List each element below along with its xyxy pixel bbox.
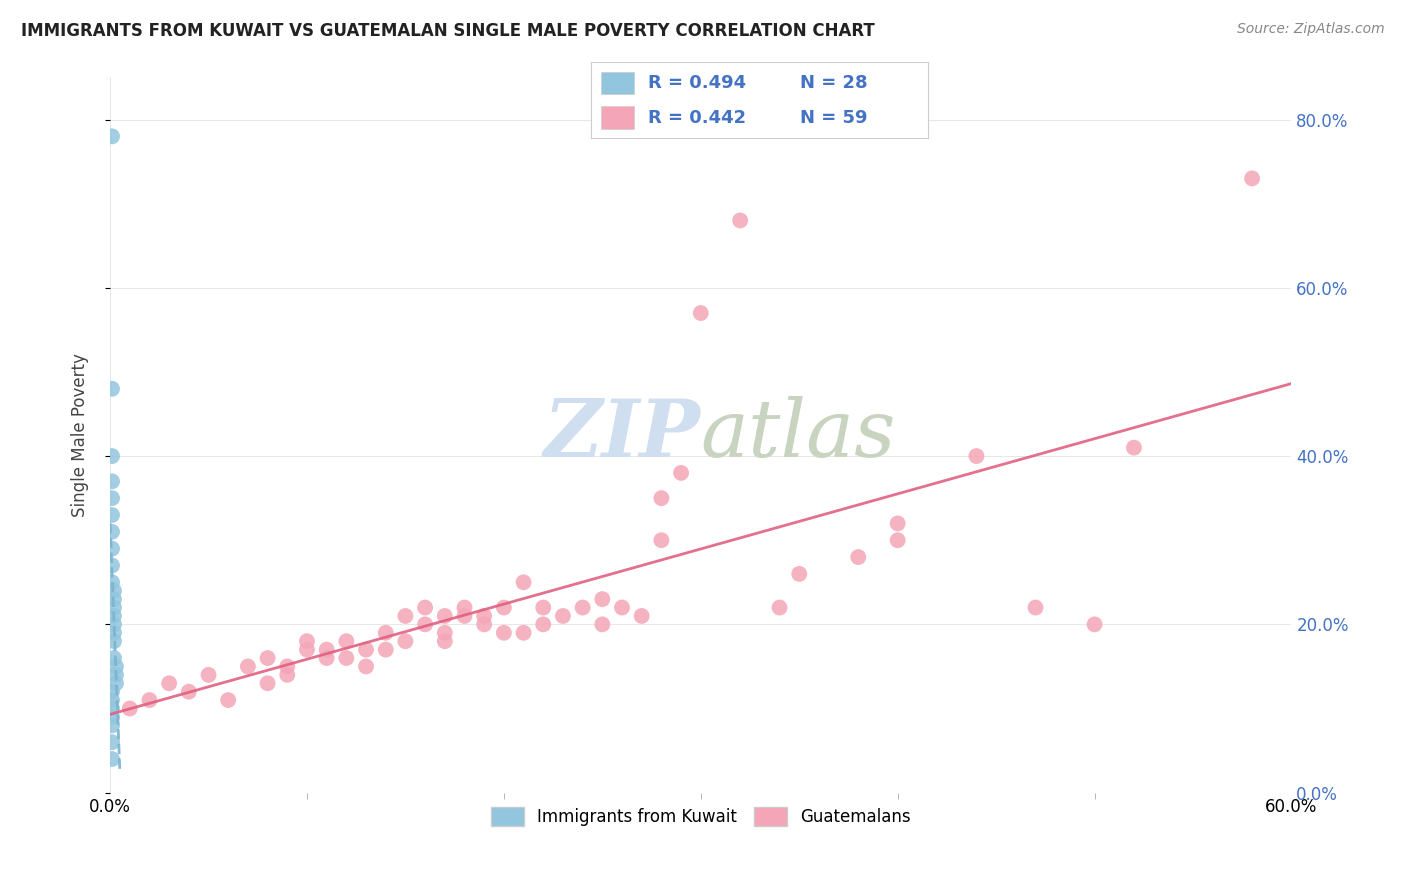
Point: [101, 449, 124, 463]
Point: [354, 659, 377, 673]
FancyBboxPatch shape: [600, 71, 634, 95]
Point: [531, 617, 554, 632]
Point: [886, 533, 908, 548]
Text: R = 0.442: R = 0.442: [648, 109, 747, 127]
Point: [101, 541, 124, 556]
Point: [101, 752, 124, 766]
Point: [157, 676, 180, 690]
Point: [256, 676, 278, 690]
Point: [177, 684, 200, 698]
Point: [104, 676, 127, 690]
Point: [1123, 441, 1146, 455]
Point: [650, 491, 672, 505]
Point: [103, 651, 125, 665]
Point: [104, 659, 127, 673]
Text: IMMIGRANTS FROM KUWAIT VS GUATEMALAN SINGLE MALE POVERTY CORRELATION CHART: IMMIGRANTS FROM KUWAIT VS GUATEMALAN SIN…: [21, 22, 875, 40]
Point: [413, 600, 436, 615]
Point: [531, 600, 554, 615]
Text: R = 0.494: R = 0.494: [648, 74, 747, 92]
Point: [138, 693, 160, 707]
Point: [118, 701, 141, 715]
Point: [197, 668, 219, 682]
Point: [669, 466, 692, 480]
Point: [103, 600, 125, 615]
Point: [101, 710, 124, 724]
Point: [1241, 171, 1264, 186]
Point: [101, 558, 124, 573]
Point: [103, 625, 125, 640]
Point: [101, 475, 124, 489]
Point: [886, 516, 908, 531]
Point: [101, 575, 124, 590]
Point: [335, 634, 357, 648]
Point: [1083, 617, 1105, 632]
Point: [492, 600, 515, 615]
Point: [256, 651, 278, 665]
Point: [512, 575, 534, 590]
Point: [394, 634, 416, 648]
Point: [472, 617, 495, 632]
Point: [610, 600, 633, 615]
Point: [236, 659, 259, 673]
Point: [101, 718, 124, 732]
FancyBboxPatch shape: [600, 106, 634, 129]
Point: [103, 592, 125, 607]
Point: [453, 609, 475, 624]
Point: [295, 642, 318, 657]
Point: [1024, 600, 1046, 615]
Point: [433, 634, 456, 648]
Point: [591, 617, 613, 632]
Point: [433, 625, 456, 640]
Point: [354, 642, 377, 657]
Point: [630, 609, 652, 624]
Point: [101, 701, 124, 715]
Point: [591, 592, 613, 607]
Point: [295, 634, 318, 648]
Point: [846, 550, 869, 565]
Point: [965, 449, 987, 463]
Point: [413, 617, 436, 632]
Point: [101, 684, 124, 698]
Point: [276, 659, 298, 673]
Point: [101, 129, 124, 144]
Point: [551, 609, 574, 624]
Point: [394, 609, 416, 624]
Point: [101, 735, 124, 749]
Point: [453, 600, 475, 615]
Point: [101, 382, 124, 396]
Text: ZIP: ZIP: [544, 396, 700, 474]
Legend: Immigrants from Kuwait, Guatemalans: Immigrants from Kuwait, Guatemalans: [482, 798, 920, 834]
Point: [374, 625, 396, 640]
Point: [433, 609, 456, 624]
Point: [571, 600, 593, 615]
Point: [103, 634, 125, 648]
Point: [104, 668, 127, 682]
Point: [101, 491, 124, 505]
Point: [103, 617, 125, 632]
Y-axis label: Single Male Poverty: Single Male Poverty: [72, 353, 89, 517]
Point: [101, 693, 124, 707]
Text: atlas: atlas: [700, 396, 896, 474]
Point: [689, 306, 711, 320]
Text: Source: ZipAtlas.com: Source: ZipAtlas.com: [1237, 22, 1385, 37]
Point: [217, 693, 239, 707]
Text: N = 28: N = 28: [800, 74, 868, 92]
Text: N = 59: N = 59: [800, 109, 868, 127]
Point: [103, 583, 125, 598]
Point: [512, 625, 534, 640]
Point: [492, 625, 515, 640]
Point: [650, 533, 672, 548]
Point: [101, 508, 124, 522]
Point: [728, 213, 751, 227]
Point: [103, 609, 125, 624]
Point: [335, 651, 357, 665]
Point: [315, 642, 337, 657]
Point: [374, 642, 396, 657]
Point: [768, 600, 790, 615]
Point: [787, 566, 810, 581]
Point: [315, 651, 337, 665]
Point: [101, 524, 124, 539]
Point: [472, 609, 495, 624]
Point: [276, 668, 298, 682]
